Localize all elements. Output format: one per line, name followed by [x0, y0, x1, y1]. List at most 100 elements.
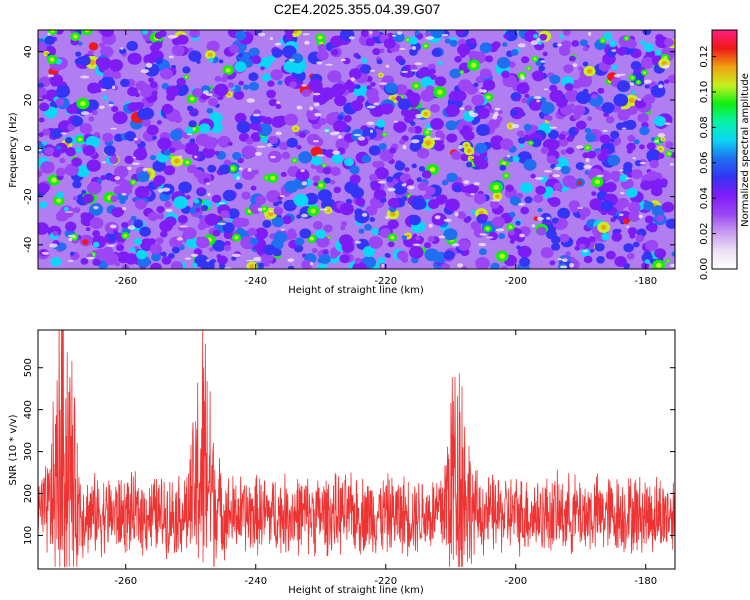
- spectrogram-cell: [562, 175, 577, 188]
- spectrogram-low-cell: [511, 123, 520, 129]
- spectrogram-cell: [168, 147, 176, 154]
- spectrogram-cell: [657, 153, 665, 159]
- spectrogram-cell: [414, 30, 421, 36]
- spectrogram-cell: [429, 103, 441, 113]
- spectrogram-cell: [355, 54, 361, 60]
- spectrogram-low-cell: [486, 236, 494, 239]
- spectrogram-cell: [446, 172, 458, 183]
- spectrogram-cell: [376, 59, 383, 65]
- spectrogram-low-cell: [267, 143, 272, 145]
- spectrogram-cell: [212, 229, 221, 237]
- spectrogram-low-cell: [438, 235, 446, 239]
- spectrogram-low-cell: [176, 237, 183, 241]
- spectrogram-cell: [185, 127, 194, 135]
- spectrogram-cell: [648, 224, 658, 233]
- spectrogram-cell: [386, 176, 394, 183]
- spectrogram-cell: [75, 164, 90, 178]
- spectrogram-cell: [66, 104, 78, 115]
- spectrogram-low-cell: [120, 47, 124, 50]
- spectrogram-low-cell: [301, 84, 307, 87]
- spectrogram-low-cell: [657, 133, 666, 138]
- spectrogram-cell: [248, 47, 260, 58]
- spectrogram-cell: [625, 38, 637, 49]
- spectrogram-cell: [371, 30, 380, 37]
- spectrogram-cell-core: [262, 207, 266, 211]
- spectrogram-low-cell: [122, 207, 127, 211]
- spectrogram-cell: [617, 47, 627, 56]
- spectrogram-cell: [317, 44, 327, 52]
- spectrogram-cell: [103, 252, 119, 265]
- spectrogram-cell: [248, 81, 260, 91]
- spectrogram-cell: [361, 154, 372, 164]
- spectrogram-cell: [65, 147, 77, 157]
- spectrogram-cell: [315, 229, 327, 239]
- spectrogram-cell-core: [318, 35, 323, 40]
- spectrogram-low-cell: [194, 155, 198, 159]
- y-tick-label: 100: [23, 526, 34, 545]
- spectrogram-cell: [646, 149, 661, 162]
- spectrogram-cell: [427, 199, 440, 210]
- spectrogram-cell: [73, 206, 81, 214]
- spectrogram-cell-core: [667, 260, 669, 262]
- spectrogram-cell: [589, 198, 604, 211]
- spectrogram-cell: [330, 166, 341, 176]
- spectrogram-cell: [671, 251, 675, 257]
- spectrogram-cell-core: [546, 120, 549, 123]
- spectrogram-cell: [602, 106, 607, 111]
- spectrogram-cell: [114, 165, 129, 179]
- spectrogram-cell: [530, 138, 542, 148]
- spectrogram-cell: [251, 55, 262, 64]
- spectrogram-cell: [38, 182, 50, 194]
- spectrogram-cell-core: [425, 140, 432, 146]
- spectrogram-cell: [323, 224, 333, 233]
- spectrogram-cell: [623, 161, 633, 171]
- spectrogram-low-cell: [664, 122, 671, 125]
- spectrogram-cell: [254, 227, 268, 240]
- spectrogram-cell: [415, 236, 421, 241]
- spectrogram-cell: [75, 146, 83, 153]
- spectrogram-cell: [249, 237, 259, 246]
- spectrogram-cell: [643, 201, 654, 211]
- spectrogram-low-cell: [369, 31, 373, 34]
- spectrogram-cell: [376, 171, 383, 176]
- spectrogram-cell: [136, 171, 150, 183]
- spectrogram-cell: [124, 253, 138, 265]
- spectrogram-cell: [233, 90, 245, 100]
- spectrogram-cell-core: [319, 41, 324, 45]
- spectrogram-cell-core: [594, 179, 601, 185]
- spectrogram-low-cell: [68, 237, 73, 242]
- x-tick-label: -240: [244, 276, 267, 287]
- spectrogram-cell-core: [323, 164, 326, 167]
- spectrogram-cell: [79, 123, 93, 135]
- spectrogram-y-label: Frequency (Hz): [8, 112, 19, 188]
- spectrogram-cell: [256, 126, 263, 132]
- spectrogram-low-cell: [112, 85, 116, 90]
- spectrogram-cell: [250, 204, 262, 214]
- spectrogram-cell: [157, 137, 172, 150]
- spectrogram-cell: [40, 161, 55, 174]
- spectrogram-cell: [160, 251, 167, 257]
- spectrogram-cell: [397, 98, 411, 111]
- spectrogram-cell: [82, 145, 96, 156]
- spectrogram-cell-core: [610, 74, 615, 79]
- spectrogram-cell: [148, 238, 156, 245]
- spectrogram-cell-core: [89, 59, 96, 66]
- spectrogram-cell: [344, 157, 354, 167]
- spectrogram-cell: [443, 250, 455, 261]
- spectrogram-low-cell: [325, 63, 333, 66]
- spectrogram-low-cell: [206, 182, 210, 185]
- spectrogram-cell: [349, 165, 360, 175]
- spectrogram-cell: [390, 200, 400, 209]
- spectrogram-cell: [491, 216, 505, 228]
- spectrogram-cell: [387, 219, 399, 230]
- spectrogram-cell: [317, 189, 332, 202]
- spectrogram-cell: [217, 136, 231, 148]
- spectrogram-cell: [273, 201, 279, 207]
- spectrogram-cell: [583, 255, 593, 264]
- x-tick-label: -180: [634, 276, 657, 287]
- spectrogram-cell: [177, 215, 188, 224]
- spectrogram-cell: [236, 120, 251, 134]
- spectrogram-cell: [100, 46, 114, 58]
- spectrogram-cell: [41, 128, 51, 136]
